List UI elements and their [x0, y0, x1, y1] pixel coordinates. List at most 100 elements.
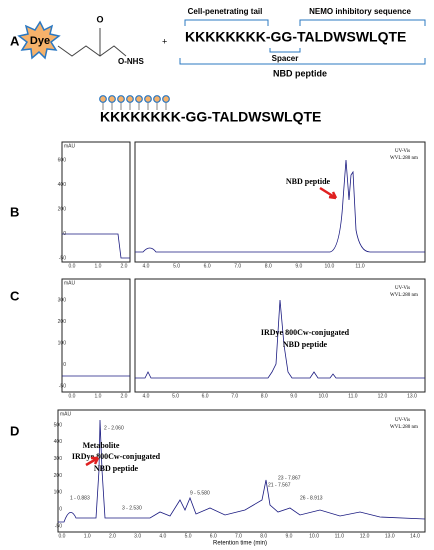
x-tick-label: 2.0	[109, 533, 116, 539]
y-tick-label: 100	[54, 490, 63, 496]
sequence-label: NEMO inhibitory sequence	[309, 7, 411, 16]
x-tick-label: 2.0	[121, 263, 128, 269]
annotation: NBD peptide	[286, 177, 331, 186]
x-tick-label: 9.0	[285, 533, 292, 539]
peak-label: 9 - 5.580	[190, 490, 210, 496]
y-tick-label: 0	[59, 506, 62, 512]
x-tick-label: 5.0	[185, 533, 192, 539]
ester: O-NHS	[118, 57, 144, 66]
peak-label: 21 - 7.567	[268, 482, 291, 488]
peak-label: 2 - 2.060	[104, 425, 124, 431]
y-tick-label: 0	[63, 231, 66, 237]
x-tick-label: 0.0	[69, 263, 76, 269]
brace-spacer	[269, 48, 301, 53]
x-tick-label: 14.0	[410, 533, 420, 539]
x-tick-label: 8.0	[260, 533, 267, 539]
y-unit: mAU	[64, 143, 76, 149]
detector: UV-Vis	[395, 286, 410, 291]
y-tick-label: 200	[58, 319, 67, 325]
bead	[108, 95, 116, 103]
peak-labels: 1 - 0.883 2 - 2.060 3 - 2.530 9 - 5.580 21 -…	[70, 425, 323, 511]
y-tick-label: 400	[58, 182, 67, 188]
detector: UV-Vis	[395, 149, 410, 154]
x-tick-label: 4.0	[143, 393, 150, 399]
x-tick-label: 7.0	[234, 263, 241, 269]
y-tick-label: 200	[54, 473, 63, 479]
annotation: NBD peptide	[94, 464, 139, 473]
brace-bottom	[179, 58, 426, 65]
y-unit: mAU	[64, 280, 76, 286]
y-tick-label: 300	[58, 297, 67, 303]
x-tick-label: 9.0	[295, 263, 302, 269]
x-tick-label: 1.0	[95, 263, 102, 269]
annotation: IRDye 800Cw-conjugated	[72, 452, 161, 461]
bead	[144, 95, 152, 103]
x-tick-label: 5.0	[173, 263, 180, 269]
arrow	[85, 456, 100, 467]
x-tick-label: 1.0	[95, 393, 102, 399]
x-tick-label: 12.0	[378, 393, 388, 399]
carbonyl: O	[96, 14, 103, 24]
x-tick-label: 6.0	[202, 393, 209, 399]
x-tick-label: 13.0	[385, 533, 395, 539]
x-tick-label: 4.0	[143, 263, 150, 269]
x-tick-label: 8.0	[261, 393, 268, 399]
trace	[62, 233, 130, 259]
wavelength: WVL:280 nm	[390, 425, 418, 430]
plot-frame	[61, 278, 131, 393]
y-tick-label: 600	[58, 157, 67, 163]
peak-label: 3 - 2.530	[122, 505, 142, 511]
peptide-label: NBD peptide	[273, 68, 327, 78]
plot-frame	[61, 141, 131, 263]
arrow	[319, 186, 338, 200]
sequence: KKKKKKKK-GG-TALDWSWLQTE	[185, 29, 406, 45]
y-tick-label: -50	[55, 523, 62, 529]
tail-label: Cell-penetrating tail	[188, 7, 263, 16]
y-tick-label: 100	[58, 340, 67, 346]
x-tick-label: 6.0	[204, 263, 211, 269]
y-tick-label: -50	[59, 383, 66, 389]
plus: +	[162, 36, 167, 46]
x-tick-label: 5.0	[172, 393, 179, 399]
x-tick-label: 10.0	[309, 533, 319, 539]
linker	[57, 45, 127, 57]
trace	[58, 419, 426, 523]
x-axis-title: Retention time (min)	[213, 541, 267, 547]
x-tick-label: 10.0	[318, 393, 328, 399]
spacer: Spacer	[272, 54, 299, 63]
x-tick-label: 13.0	[407, 393, 417, 399]
y-tick-label: 200	[58, 206, 67, 212]
x-tick-label: 11.0	[355, 263, 365, 269]
bead	[153, 95, 161, 103]
y-tick-label: 300	[54, 456, 63, 462]
bead	[135, 95, 143, 103]
brace-top	[184, 19, 426, 26]
trace	[135, 159, 425, 253]
conjugate-sequence: KKKKKKKK-GG-TALDWSWLQTE	[100, 109, 321, 125]
x-tick-label: 11.0	[348, 393, 358, 399]
x-tick-label: 3.0	[134, 533, 141, 539]
panel-label: B	[10, 204, 19, 219]
x-tick-label: 9.0	[290, 393, 297, 399]
x-tick-label: 6.0	[210, 533, 217, 539]
x-tick-label: 7.0	[231, 393, 238, 399]
detector: UV-Vis	[395, 418, 410, 423]
x-tick-label: 7.0	[235, 533, 242, 539]
panel-label: D	[10, 423, 19, 438]
dye-text: Dye	[30, 35, 50, 47]
y-tick-label: 400	[54, 439, 63, 445]
y-tick-label: -50	[59, 255, 66, 261]
annotation: NBD peptide	[283, 340, 328, 349]
peak-label: 26 - 8.913	[300, 495, 323, 501]
plot-frame	[134, 278, 426, 393]
y-unit: mAU	[60, 411, 72, 417]
panel-label: C	[10, 288, 20, 303]
bead	[117, 95, 125, 103]
bead	[162, 95, 170, 103]
x-tick-label: 8.0	[265, 263, 272, 269]
bead	[126, 95, 134, 103]
panel-label: A	[10, 33, 20, 48]
x-tick-label: 0.0	[69, 393, 76, 399]
plot-frame	[134, 141, 426, 263]
